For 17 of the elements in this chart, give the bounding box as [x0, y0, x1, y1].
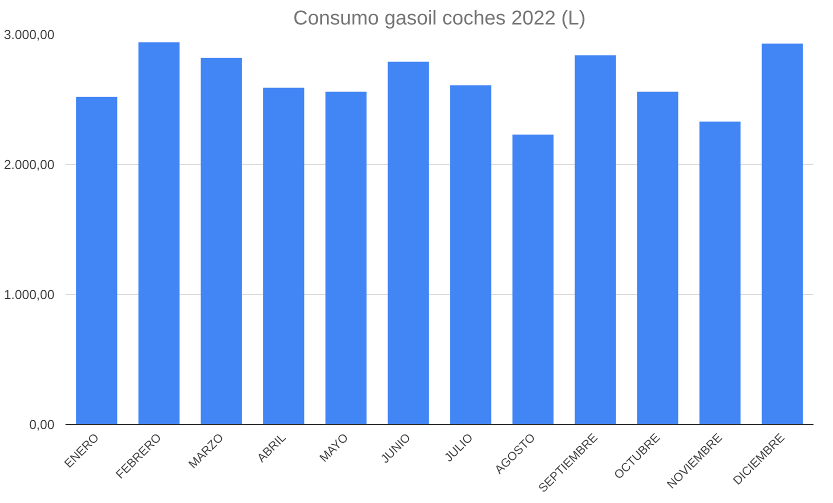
bar: [263, 88, 304, 424]
chart-title: Consumo gasoil coches 2022 (L): [293, 8, 586, 30]
y-tick-label: 3.000,00: [4, 27, 55, 42]
y-tick-label: 0,00: [29, 417, 55, 432]
bar: [637, 92, 678, 424]
bar: [512, 134, 554, 424]
bar: [76, 96, 118, 424]
bar: [388, 62, 429, 424]
bar: [200, 58, 242, 424]
bar: [699, 122, 741, 424]
bar: [138, 42, 180, 424]
bar: [574, 55, 616, 424]
y-tick-label: 2.000,00: [4, 157, 55, 172]
bar: [762, 44, 803, 424]
bar: [450, 85, 492, 424]
y-tick-label: 1.000,00: [4, 287, 55, 302]
bar: [325, 92, 367, 424]
